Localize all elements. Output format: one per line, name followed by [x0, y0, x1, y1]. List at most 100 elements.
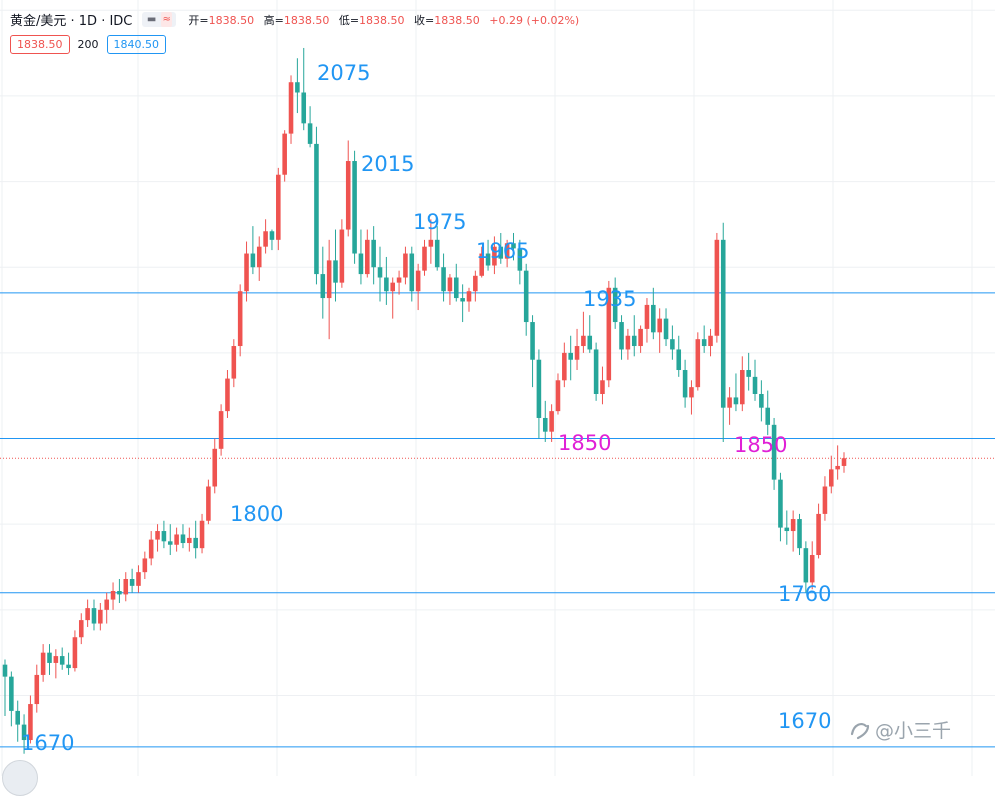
candle — [256, 236, 262, 281]
candle — [110, 582, 116, 610]
candle — [466, 287, 472, 312]
candle-body — [129, 579, 135, 586]
candle — [555, 373, 561, 415]
candle-body — [453, 277, 459, 299]
series-toggle[interactable]: ▬ ≈ — [142, 12, 177, 27]
candle — [473, 270, 478, 302]
candle-body — [358, 253, 364, 275]
candle-body — [498, 246, 504, 259]
candle — [562, 342, 567, 388]
candle — [485, 239, 491, 271]
candle-body — [803, 548, 809, 583]
candle — [841, 452, 847, 473]
candle-body — [740, 370, 745, 405]
candle — [396, 270, 402, 295]
candle-body — [352, 161, 357, 254]
candle-body — [473, 275, 478, 292]
logo-badge-icon[interactable] — [2, 760, 38, 796]
candle — [142, 551, 148, 580]
candle-body — [447, 277, 453, 292]
candle — [720, 222, 726, 442]
candle-body — [422, 246, 427, 271]
candle-body — [663, 318, 669, 340]
candle — [307, 106, 313, 148]
candle-body — [581, 335, 586, 347]
candle — [695, 332, 701, 391]
candle — [447, 274, 453, 305]
candle — [765, 390, 771, 436]
wave-icon[interactable]: ≈ — [161, 12, 172, 27]
candle-body — [619, 322, 624, 350]
candle-body — [53, 656, 59, 663]
candle-body — [816, 513, 821, 556]
candle — [187, 527, 192, 552]
candle — [40, 644, 46, 682]
candle — [59, 647, 65, 670]
candle-body — [85, 608, 90, 621]
candle-body — [78, 620, 84, 638]
candle-body — [212, 448, 218, 487]
candle-body — [638, 328, 643, 347]
candle-body — [657, 318, 662, 333]
candle-body — [377, 267, 383, 278]
candle-body — [555, 380, 561, 412]
candle — [21, 714, 27, 754]
candle — [631, 315, 637, 357]
candle — [822, 476, 828, 521]
watermark: @小三千 — [848, 716, 951, 743]
annotation-1760: 1760 — [778, 582, 832, 606]
candle — [581, 311, 586, 353]
candle — [708, 328, 713, 357]
ask-button[interactable]: 1840.50 — [106, 35, 166, 54]
candle-body — [670, 339, 675, 350]
candle — [345, 140, 351, 237]
candle-body — [676, 349, 682, 371]
candle — [549, 404, 554, 442]
low-label: 低= — [338, 13, 360, 27]
candle-body — [66, 664, 71, 669]
candle — [276, 167, 281, 251]
candle — [377, 246, 383, 302]
candle — [314, 126, 319, 285]
candle-body — [301, 92, 307, 124]
chart-area[interactable] — [0, 0, 995, 776]
candle-body — [523, 270, 529, 323]
candle — [428, 219, 434, 264]
candlestick-chart — [0, 0, 995, 776]
candle-body — [428, 239, 434, 247]
minus-icon[interactable]: ▬ — [146, 14, 157, 25]
candle — [155, 524, 160, 552]
candle-body — [225, 378, 230, 412]
open-value: 1838.50 — [208, 13, 255, 27]
candle — [225, 370, 230, 418]
candle-body — [517, 248, 523, 271]
annotation-2075: 2075 — [317, 61, 371, 85]
candle — [78, 613, 84, 645]
candle — [250, 226, 256, 275]
candle — [15, 700, 21, 742]
candle-body — [771, 424, 777, 480]
candle-body — [466, 291, 472, 302]
candle — [123, 572, 129, 602]
symbol-title[interactable]: 黄金/美元 · 1D · IDC — [10, 14, 133, 29]
candle-body — [625, 335, 631, 350]
candle-body — [269, 231, 275, 240]
candle-body — [403, 253, 408, 278]
candle-body — [606, 287, 612, 381]
candles — [2, 47, 847, 754]
candle — [415, 263, 421, 311]
candle — [136, 565, 141, 593]
watermark-text: @小三千 — [875, 720, 952, 742]
candle-body — [631, 335, 637, 347]
candle-body — [841, 458, 847, 466]
candle-body — [148, 539, 154, 559]
candle-body — [193, 537, 198, 549]
annotation-1670-right: 1670 — [778, 709, 832, 733]
candle — [339, 219, 345, 288]
bid-button[interactable]: 1838.50 — [10, 35, 70, 54]
candle-body — [415, 270, 421, 292]
candle-body — [320, 274, 326, 299]
candle — [460, 284, 465, 323]
candle — [740, 356, 745, 412]
candle — [759, 380, 764, 422]
